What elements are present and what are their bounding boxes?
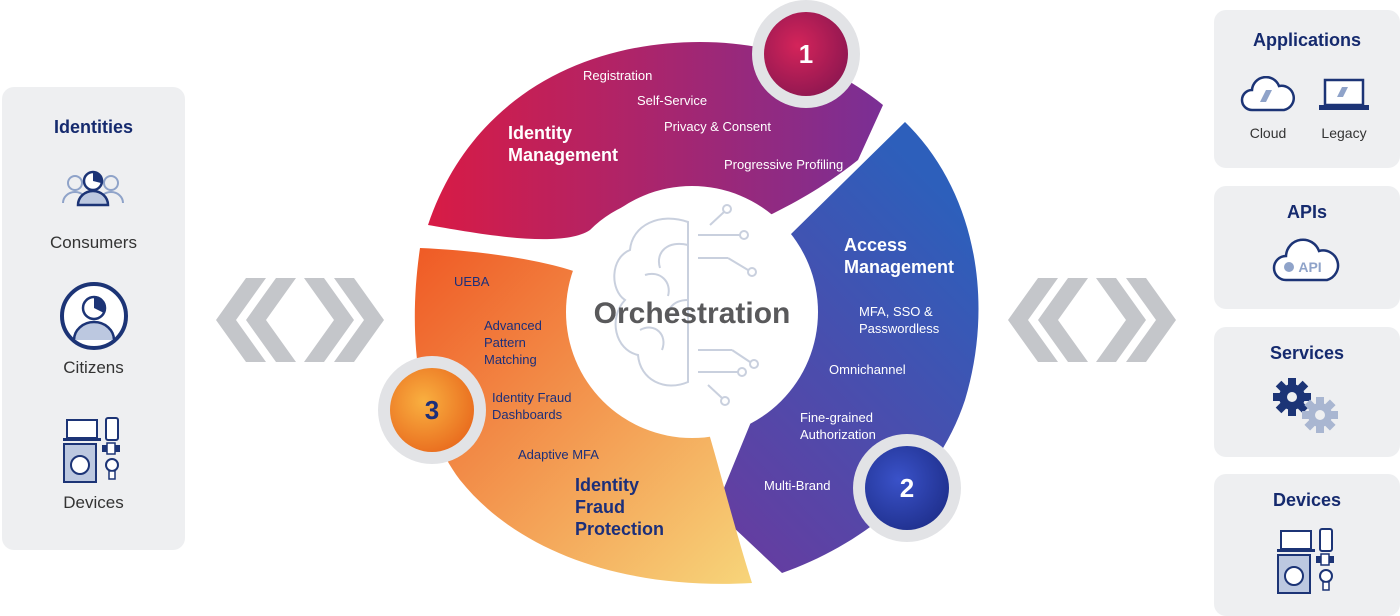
applications-panel: Applications Cloud Legacy bbox=[1214, 10, 1400, 168]
segment2-item-mfa-line1: MFA, SSO & bbox=[859, 304, 933, 319]
segment2-item-omnichannel: Omnichannel bbox=[829, 362, 906, 377]
devices-icon bbox=[63, 417, 120, 483]
cloud-label: Cloud bbox=[1249, 125, 1287, 141]
orchestration-title: Orchestration bbox=[594, 297, 791, 330]
apis-panel: APIs API bbox=[1214, 186, 1400, 309]
segment2-item-fine-grained-line1: Fine-grained bbox=[800, 410, 873, 425]
api-badge-text: API bbox=[1298, 259, 1321, 275]
badge-2-number: 2 bbox=[900, 473, 914, 503]
bidirectional-arrows-right bbox=[1008, 278, 1176, 362]
bidirectional-arrows-left bbox=[216, 278, 384, 362]
devices-label: Devices bbox=[63, 493, 124, 512]
consumers-icon bbox=[62, 170, 124, 207]
segment3-title-line3: Protection bbox=[575, 519, 664, 539]
segment2-item-fine-grained-line2: Authorization bbox=[800, 427, 876, 442]
legacy-label: Legacy bbox=[1321, 125, 1367, 141]
brain-icon bbox=[613, 204, 759, 406]
api-cloud-icon: API bbox=[1272, 238, 1340, 282]
segment3-item-ueba: UEBA bbox=[454, 274, 490, 289]
segment3-title-line2: Fraud bbox=[575, 497, 625, 517]
citizen-icon bbox=[60, 282, 128, 350]
segment1-item-privacy-consent: Privacy & Consent bbox=[664, 119, 771, 134]
laptop-icon bbox=[1319, 78, 1369, 110]
segment1-item-progressive-profiling: Progressive Profiling bbox=[724, 157, 843, 172]
badge-3-number: 3 bbox=[425, 395, 439, 425]
segment3-item-matching: Matching bbox=[484, 352, 537, 367]
apis-title: APIs bbox=[1286, 202, 1328, 222]
segment2-item-multi-brand: Multi-Brand bbox=[764, 478, 830, 493]
devices-panel: Devices bbox=[1214, 474, 1400, 616]
devices-icon-right bbox=[1277, 528, 1334, 594]
center-disc bbox=[566, 186, 818, 438]
segment3-item-advanced: Advanced bbox=[484, 318, 542, 333]
segment3-item-dashboards: Dashboards bbox=[492, 407, 563, 422]
applications-title: Applications bbox=[1252, 30, 1361, 50]
badge-1-number: 1 bbox=[799, 39, 813, 69]
identities-panel: Identities Consumers Citizens Devices bbox=[2, 87, 185, 550]
segment3-title-line1: Identity bbox=[575, 475, 639, 495]
segment3-item-identity-fraud: Identity Fraud bbox=[492, 390, 572, 405]
segment3-item-pattern: Pattern bbox=[484, 335, 526, 350]
services-title: Services bbox=[1269, 343, 1345, 363]
badge-1: 1 bbox=[752, 0, 860, 108]
segment2-title-line2: Management bbox=[844, 257, 954, 277]
cloud-icon bbox=[1240, 76, 1296, 112]
devices-title: Devices bbox=[1272, 490, 1342, 510]
segment1-title-line1: Identity bbox=[508, 123, 572, 143]
segment2-item-mfa-line2: Passwordless bbox=[859, 321, 940, 336]
citizens-label: Citizens bbox=[63, 358, 124, 377]
segment1-title-line2: Management bbox=[508, 145, 618, 165]
segment1-item-self-service: Self-Service bbox=[637, 93, 707, 108]
segment-identity-fraud-protection bbox=[414, 248, 752, 584]
gears-icon bbox=[1273, 378, 1338, 433]
segment3-item-adaptive-mfa: Adaptive MFA bbox=[518, 447, 599, 462]
services-panel: Services bbox=[1214, 327, 1400, 457]
identities-title: Identities bbox=[53, 117, 133, 137]
badge-3: 3 bbox=[378, 356, 486, 464]
segment1-item-registration: Registration bbox=[583, 68, 652, 83]
consumers-label: Consumers bbox=[50, 233, 137, 252]
badge-2: 2 bbox=[853, 434, 961, 542]
segment2-title-line1: Access bbox=[844, 235, 907, 255]
